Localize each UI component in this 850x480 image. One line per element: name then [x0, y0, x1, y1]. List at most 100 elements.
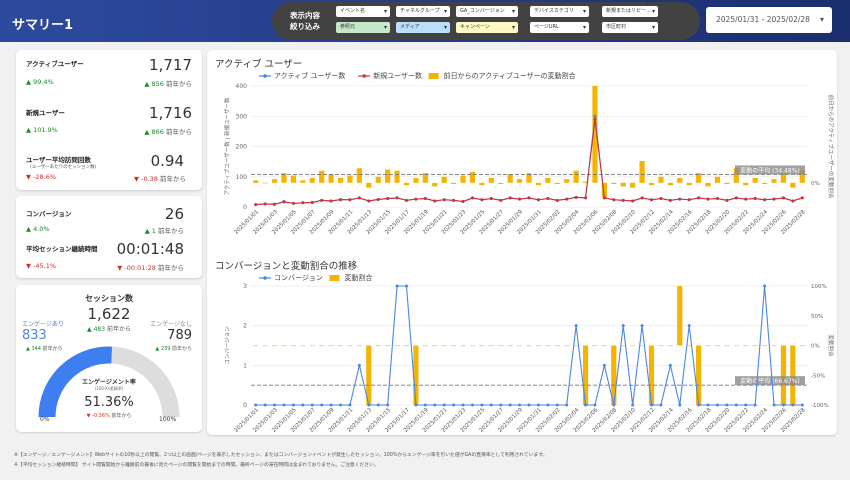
data-point: [753, 403, 757, 407]
bar: [498, 182, 504, 185]
charts-panel: アクティブ ユーザー コンバージョンと変動割合の推移 0 100 200 300 400…: [207, 50, 837, 435]
data-point: [546, 197, 550, 201]
reference-label-bg: [735, 165, 805, 175]
active-users-diff: ▲ 856 前年から: [144, 80, 192, 88]
conversion-card: コンバージョン 26 ▲ 4.0% ▲ 1 前年から 平均セッション継続時間 0…: [16, 196, 202, 278]
bar: [328, 174, 334, 183]
data-point: [744, 197, 748, 201]
bar: [554, 182, 560, 185]
active-users-pct: ▲ 99.4%: [26, 78, 54, 86]
bar: [451, 345, 457, 347]
data-point: [470, 196, 474, 200]
bar: [658, 176, 664, 183]
conversions-diff: ▲ 1 前年から: [144, 227, 184, 235]
data-point: [706, 197, 710, 201]
data-point: [753, 197, 757, 201]
legend-label: 前日からのアクティブユーザーの変動割合: [444, 71, 576, 80]
sessions-per-user-value: 0.94: [150, 152, 184, 170]
filter-dropdown-5[interactable]: 参照元: [336, 22, 390, 33]
y2-axis-title: 変動割合: [827, 334, 835, 357]
bar: [696, 345, 702, 405]
bar: [300, 180, 306, 183]
bar: [724, 182, 730, 185]
bar: [592, 86, 598, 183]
bar: [271, 179, 278, 183]
bar: [300, 345, 306, 347]
filter-dropdown-8[interactable]: ページURL: [530, 22, 589, 33]
bar: [771, 179, 777, 183]
data-point: [697, 196, 701, 200]
bar: [762, 182, 768, 185]
data-point: [508, 403, 512, 407]
data-point: [452, 198, 456, 202]
gauge-min: 0%: [40, 416, 50, 423]
y-tick-label: 0: [243, 402, 247, 409]
conversions-pct: ▲ 4.0%: [26, 225, 50, 233]
y-tick-label: 1: [243, 362, 247, 369]
bar: [507, 174, 513, 183]
y-tick-label: 2: [243, 323, 247, 330]
legend-label: 変動割合: [344, 273, 372, 282]
bar: [592, 345, 598, 347]
bar: [554, 345, 560, 347]
date-range-picker[interactable]: 2025/01/31 - 2025/02/28: [706, 7, 832, 33]
data-point: [781, 403, 785, 407]
bar: [479, 182, 485, 186]
bar: [526, 173, 532, 183]
y-tick-label: 3: [243, 283, 247, 290]
bar: [564, 345, 570, 347]
filter-dropdown-7[interactable]: キャンペーン: [456, 22, 518, 33]
y2-tick-label: 0%: [811, 181, 820, 187]
data-point: [584, 403, 588, 407]
data-point: [404, 284, 408, 288]
bar: [630, 182, 636, 188]
bar: [356, 168, 362, 183]
nonengaged-diff: ▲ 239 前年から: [155, 346, 192, 352]
bar: [752, 345, 758, 347]
bar: [309, 345, 315, 347]
legend-label: アクティブ ユーザー数: [274, 71, 345, 80]
data-point: [621, 198, 625, 202]
filter-dropdown-1[interactable]: チャネルグループ: [396, 6, 450, 17]
legend-label: コンバージョン: [274, 274, 323, 282]
data-point: [668, 198, 672, 202]
data-point: [800, 403, 804, 407]
bar: [347, 175, 353, 183]
bar: [441, 176, 447, 183]
rate-sub: (100-Xs差精率): [94, 386, 124, 391]
data-point: [763, 198, 767, 202]
bar: [733, 168, 739, 183]
sessions-per-user-label: ユーザー平均訪問回数: [26, 156, 91, 164]
bar: [535, 182, 542, 186]
filter-dropdown-2[interactable]: GA_コンバージョン: [456, 6, 518, 17]
data-point: [499, 403, 503, 407]
filter-panel: 表示内容 絞り込み イベント名チャネルグループ GA_コンバージョン デバイスカテゴ…: [272, 2, 700, 40]
data-point: [404, 198, 408, 202]
filter-dropdown-0[interactable]: イベント名: [336, 6, 390, 17]
bar: [422, 345, 428, 347]
data-point: [263, 403, 267, 407]
data-point: [612, 403, 616, 407]
data-point: [423, 197, 427, 201]
legend-label: 新規ユーザー数: [373, 71, 422, 80]
filter-dropdown-6[interactable]: メディア: [396, 22, 450, 33]
bar: [394, 170, 400, 183]
data-point: [650, 198, 654, 202]
data-point: [734, 196, 738, 200]
filter-dropdown-9[interactable]: 市区町村: [602, 22, 658, 33]
data-point: [574, 195, 578, 199]
filter-dropdown-3[interactable]: デバイスカテゴリ: [530, 6, 589, 17]
data-point: [433, 199, 437, 203]
data-point: [791, 403, 795, 407]
data-point: [480, 198, 484, 202]
bar: [611, 345, 617, 405]
new-users-value: 1,716: [149, 104, 192, 122]
data-point: [659, 403, 663, 407]
bar: [648, 182, 655, 186]
data-point: [254, 203, 258, 207]
data-point: [348, 198, 352, 202]
data-point: [489, 403, 493, 407]
bar: [281, 173, 287, 183]
bar: [545, 177, 551, 183]
filter-dropdown-4[interactable]: 新規またはリピー...: [602, 6, 658, 17]
